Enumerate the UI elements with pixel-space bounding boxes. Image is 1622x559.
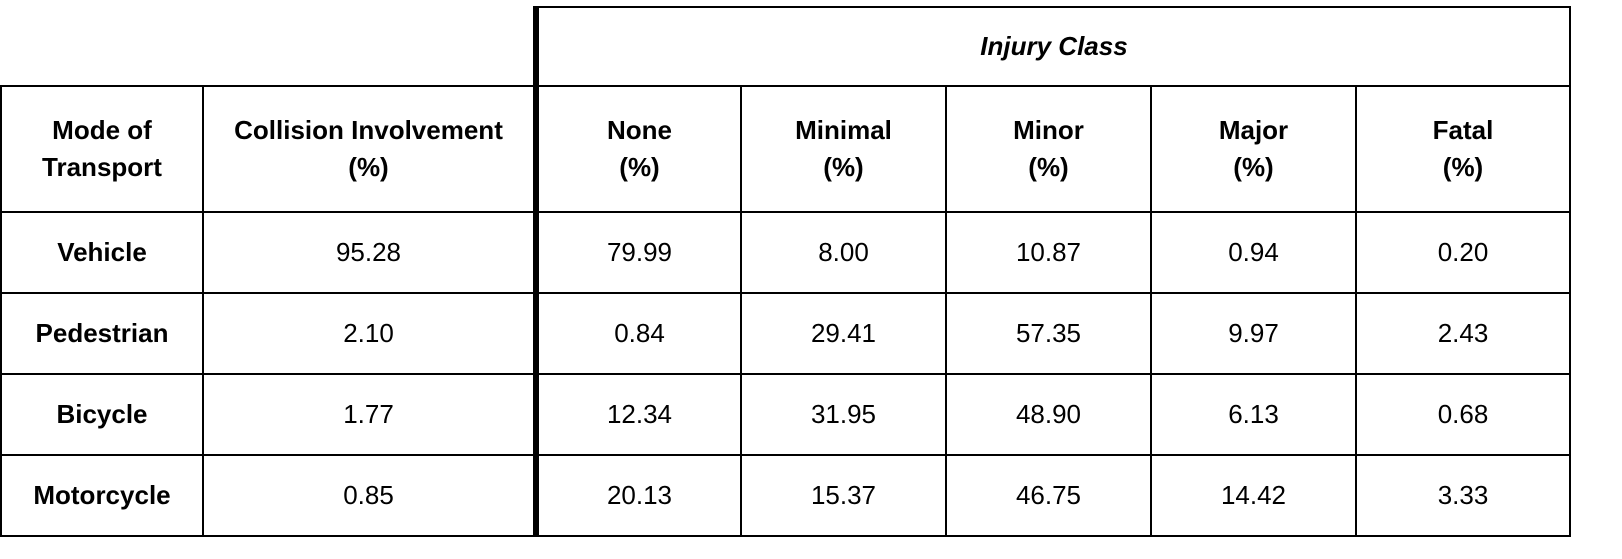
cell-major: 0.94	[1150, 211, 1357, 294]
cell-none: 12.34	[533, 373, 742, 456]
row-label: Vehicle	[0, 211, 204, 294]
table-row-pedestrian: Pedestrian 2.10 0.84 29.41 57.35 9.97 2.…	[0, 292, 1571, 375]
header-minimal: Minimal (%)	[740, 85, 947, 213]
row-label: Pedestrian	[0, 292, 204, 375]
header-line: (%)	[1442, 152, 1484, 182]
header-line: (%)	[619, 152, 660, 182]
table-row-bicycle: Bicycle 1.77 12.34 31.95 48.90 6.13 0.68	[0, 373, 1571, 456]
header-collision-involvement: Collision Involvement (%)	[202, 85, 537, 213]
cell-fatal: 0.20	[1355, 211, 1571, 294]
header-line: (%)	[823, 152, 864, 182]
header-line: Collision Involvement	[234, 115, 503, 146]
cell-fatal: 2.43	[1355, 292, 1571, 375]
header-none: None (%)	[533, 85, 742, 213]
injury-class-table: Injury Class Mode of Transport Collision…	[0, 6, 1571, 537]
empty-corner-cell	[1, 7, 537, 87]
header-line: None	[607, 115, 672, 146]
cell-collision: 1.77	[202, 373, 537, 456]
cell-none: 79.99	[533, 211, 742, 294]
row-label: Bicycle	[0, 373, 204, 456]
cell-minor: 57.35	[945, 292, 1152, 375]
column-header-row: Mode of Transport Collision Involvement …	[0, 85, 1571, 213]
header-mode-of-transport: Mode of Transport	[0, 85, 204, 213]
cell-major: 6.13	[1150, 373, 1357, 456]
cell-minimal: 8.00	[740, 211, 947, 294]
header-line: Mode of	[52, 115, 152, 146]
header-line: Transport	[42, 152, 162, 182]
cell-minimal: 15.37	[740, 454, 947, 537]
header-line: Minor	[1013, 115, 1084, 146]
group-header-row: Injury Class	[1, 6, 1571, 87]
header-major: Major (%)	[1150, 85, 1357, 213]
cell-none: 20.13	[533, 454, 742, 537]
cell-major: 9.97	[1150, 292, 1357, 375]
cell-fatal: 3.33	[1355, 454, 1571, 537]
cell-collision: 0.85	[202, 454, 537, 537]
header-line: (%)	[1028, 152, 1069, 182]
cell-minor: 10.87	[945, 211, 1152, 294]
header-minor: Minor (%)	[945, 85, 1152, 213]
cell-minimal: 29.41	[740, 292, 947, 375]
cell-collision: 95.28	[202, 211, 537, 294]
table-row-motorcycle: Motorcycle 0.85 20.13 15.37 46.75 14.42 …	[0, 454, 1571, 537]
header-line: (%)	[348, 152, 389, 182]
table-wrapper: Injury Class Mode of Transport Collision…	[0, 6, 1571, 537]
cell-major: 14.42	[1150, 454, 1357, 537]
injury-class-header: Injury Class	[533, 6, 1571, 87]
cell-minor: 48.90	[945, 373, 1152, 456]
header-line: Major	[1218, 115, 1289, 146]
row-label: Motorcycle	[0, 454, 204, 537]
header-line: Minimal	[795, 115, 892, 146]
table-row-vehicle: Vehicle 95.28 79.99 8.00 10.87 0.94 0.20	[0, 211, 1571, 294]
header-line: (%)	[1233, 152, 1274, 182]
cell-collision: 2.10	[202, 292, 537, 375]
cell-fatal: 0.68	[1355, 373, 1571, 456]
header-line: Fatal	[1432, 115, 1494, 146]
cell-none: 0.84	[533, 292, 742, 375]
header-fatal: Fatal (%)	[1355, 85, 1571, 213]
cell-minor: 46.75	[945, 454, 1152, 537]
cell-minimal: 31.95	[740, 373, 947, 456]
